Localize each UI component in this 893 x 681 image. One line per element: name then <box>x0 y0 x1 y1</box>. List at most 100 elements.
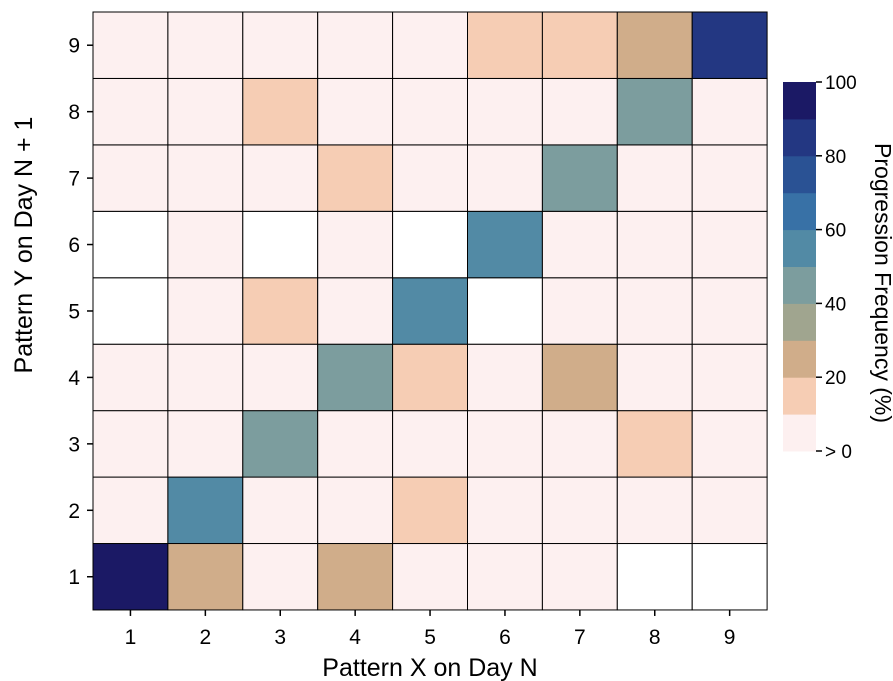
y-tick-label: 9 <box>68 35 80 58</box>
heatmap-cell <box>167 11 244 79</box>
heatmap-cell <box>392 277 469 345</box>
heatmap-cell <box>167 210 244 279</box>
colorbar-bin <box>783 192 816 231</box>
x-tick-label: 5 <box>424 626 436 649</box>
heatmap-cell <box>467 11 543 79</box>
colorbar-tick-label: 80 <box>825 147 846 168</box>
heatmap-cell <box>541 476 618 545</box>
heatmap-cell <box>317 11 394 79</box>
heatmap-cell <box>242 410 319 478</box>
colorbar-tick-label: 20 <box>825 368 846 389</box>
heatmap-cell <box>467 210 543 279</box>
heatmap-cell <box>392 543 469 611</box>
heatmap-cells <box>92 11 768 611</box>
heatmap-cell <box>242 210 319 279</box>
colorbar-bin <box>783 82 816 120</box>
heatmap-cell <box>616 410 693 478</box>
colorbar-bin <box>783 266 816 304</box>
x-axis-label: Pattern X on Day N <box>322 654 537 681</box>
colorbar-tick-label: 100 <box>825 73 857 94</box>
heatmap-cell <box>92 476 169 545</box>
heatmap-cell <box>392 77 469 146</box>
heatmap-cell <box>92 277 169 345</box>
heatmap-cell <box>167 77 244 146</box>
x-tick-label: 2 <box>200 626 212 649</box>
heatmap-cell <box>392 343 469 412</box>
x-tick-label: 1 <box>125 626 137 649</box>
colorbar-tick-label: 40 <box>825 294 846 315</box>
colorbar-bin <box>783 377 816 415</box>
y-tick-label: 5 <box>68 300 80 323</box>
heatmap-cell <box>616 144 693 212</box>
heatmap-cell <box>317 77 394 146</box>
colorbar-tick-label: > 0 <box>825 442 852 463</box>
heatmap-cell <box>167 144 244 212</box>
heatmap-cell <box>691 476 768 545</box>
heatmap-cell <box>92 144 169 212</box>
heatmap-cell <box>616 343 693 412</box>
heatmap-cell <box>317 210 394 279</box>
colorbar-bin <box>783 118 816 157</box>
heatmap-cell <box>541 77 618 146</box>
y-axis-label: Pattern Y on Day N + 1 <box>10 117 38 374</box>
heatmap-cell <box>541 210 618 279</box>
heatmap-cell <box>541 11 618 79</box>
x-tick-label: 8 <box>649 626 661 649</box>
heatmap-cell <box>467 410 543 478</box>
heatmap-cell <box>242 144 319 212</box>
heatmap-cell <box>616 11 693 79</box>
heatmap-cell <box>467 144 543 212</box>
heatmap-cell <box>392 144 469 212</box>
colorbar-bin <box>783 303 816 341</box>
heatmap-cell <box>242 343 319 412</box>
colorbar-ticks: > 0 20 40 60 80 100 <box>816 73 857 463</box>
heatmap-cell <box>242 11 319 79</box>
heatmap-cell <box>167 543 244 611</box>
heatmap-cell <box>167 343 244 412</box>
x-tick-label: 7 <box>574 626 586 649</box>
heatmap-cell <box>691 11 768 79</box>
heatmap-cell <box>691 343 768 412</box>
heatmap-cell <box>616 476 693 545</box>
colorbar-tick-label: 60 <box>825 221 846 242</box>
heatmap-cell <box>467 343 543 412</box>
heatmap-cell <box>92 11 169 79</box>
colorbar-label: Progression Frequency (%) <box>870 143 893 423</box>
heatmap-cell <box>616 210 693 279</box>
heatmap-cell <box>317 277 394 345</box>
heatmap-cell <box>167 410 244 478</box>
heatmap-cell <box>317 144 394 212</box>
heatmap-cell <box>92 77 169 146</box>
heatmap-cell <box>691 144 768 212</box>
heatmap-cell <box>691 77 768 146</box>
heatmap-cell <box>541 543 618 611</box>
y-tick-label: 2 <box>68 500 80 523</box>
heatmap-cell <box>317 410 394 478</box>
heatmap-cell <box>616 77 693 146</box>
heatmap-cell <box>541 343 618 412</box>
heatmap-cell <box>691 410 768 478</box>
y-tick-label: 6 <box>68 234 80 257</box>
heatmap-cell <box>616 543 693 611</box>
heatmap-cell <box>467 476 543 545</box>
heatmap-cell <box>242 476 319 545</box>
x-tick-label: 9 <box>724 626 736 649</box>
y-tick-labels: 1 2 3 4 5 6 7 8 9 <box>68 35 93 589</box>
heatmap-cell <box>242 543 319 611</box>
heatmap-cell <box>467 77 543 146</box>
heatmap-cell <box>242 77 319 146</box>
heatmap-cell <box>467 277 543 345</box>
heatmap-cell <box>691 543 768 611</box>
colorbar-bin <box>783 155 816 194</box>
heatmap-cell <box>92 410 169 478</box>
heatmap-cell <box>317 543 394 611</box>
x-tick-label: 4 <box>349 626 361 649</box>
heatmap-cell <box>92 343 169 412</box>
y-tick-label: 4 <box>68 367 80 390</box>
heatmap-cell <box>392 210 469 279</box>
heatmap-cell <box>541 410 618 478</box>
colorbar-bin <box>783 414 816 452</box>
x-tick-label: 6 <box>499 626 511 649</box>
heatmap-cell <box>92 210 169 279</box>
